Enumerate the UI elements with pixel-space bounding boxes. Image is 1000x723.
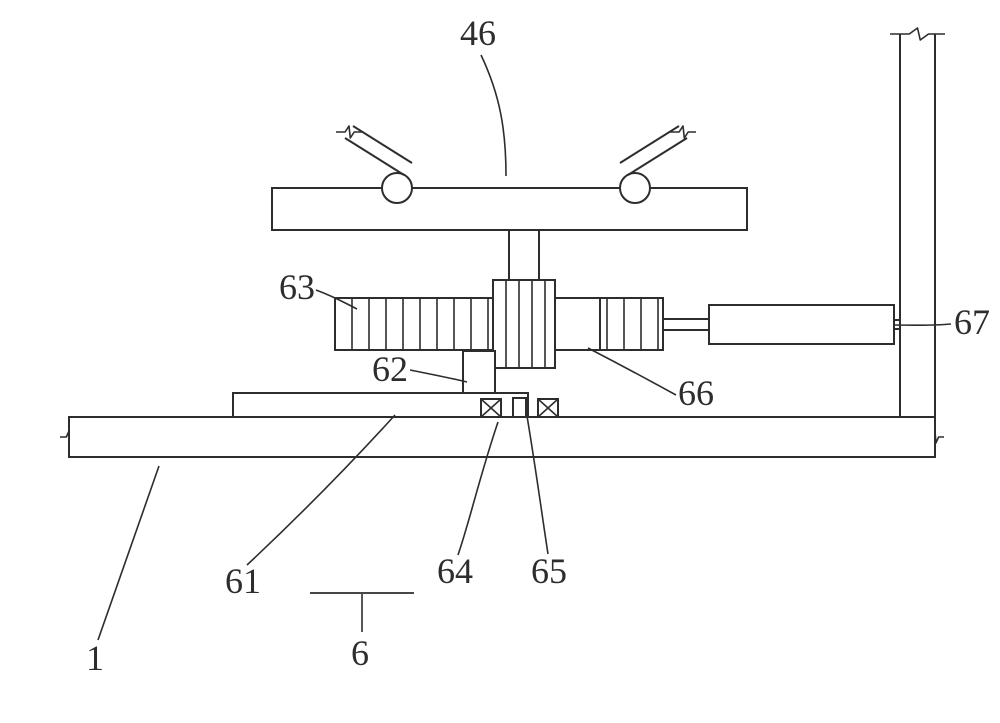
label-l62: 62 [372, 349, 408, 389]
bearing-right [538, 399, 558, 417]
label-l1: 1 [86, 638, 104, 678]
leader-l63: 63 [279, 267, 357, 309]
post-up [509, 230, 539, 280]
label-l46: 46 [460, 13, 496, 53]
motor-shaft [663, 319, 709, 330]
leader-l1: 1 [86, 466, 159, 678]
sub-block-66 [555, 298, 600, 350]
label-l61: 61 [225, 561, 261, 601]
leader-l66: 66 [588, 348, 714, 413]
arm-right [620, 126, 696, 175]
worm-center [493, 280, 555, 368]
leader-l62: 62 [372, 349, 467, 389]
label-l66: 66 [678, 373, 714, 413]
arm-left [336, 126, 412, 175]
block-62 [463, 351, 495, 393]
leader-l46: 46 [460, 13, 506, 176]
leader-l6: 6 [310, 593, 414, 673]
label-l67: 67 [954, 302, 990, 342]
bearing-left [481, 399, 501, 417]
label-l6: 6 [351, 633, 369, 673]
label-l65: 65 [531, 551, 567, 591]
motor-body [709, 305, 894, 344]
label-l63: 63 [279, 267, 315, 307]
shaft-vertical [513, 398, 526, 417]
right-post [890, 28, 945, 417]
top-bar [272, 188, 747, 230]
diagram-canvas: 466367626661646561 [0, 0, 1000, 723]
roller-left [382, 173, 412, 203]
roller-right [620, 173, 650, 203]
label-l64: 64 [437, 551, 473, 591]
